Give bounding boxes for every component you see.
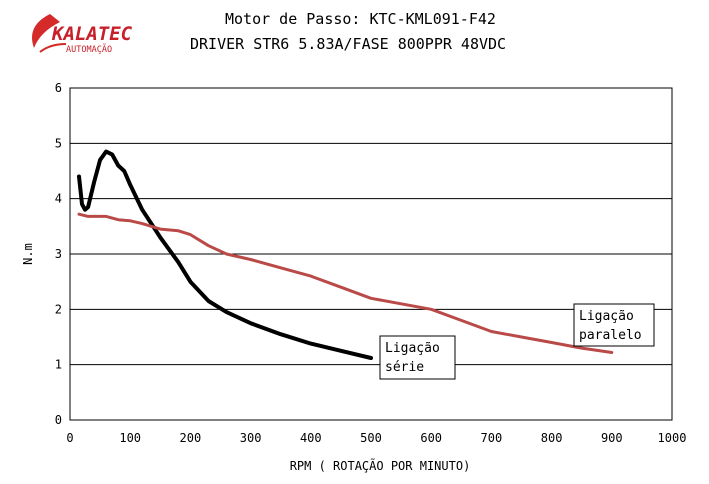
y-tick-label: 2 xyxy=(55,302,62,316)
series-line-serie xyxy=(77,149,373,360)
series-label-text: Ligação xyxy=(385,341,440,356)
grid-lines xyxy=(70,142,672,366)
x-tick-label: 1000 xyxy=(658,431,687,445)
x-tick-labels: 0 100 200 300 400 500 600 700 800 900 1000 xyxy=(66,431,686,445)
y-tick-label: 6 xyxy=(55,81,62,95)
x-tick-label: 300 xyxy=(240,431,262,445)
series-labels: Ligação série Ligação paralelo xyxy=(379,303,655,380)
x-tick-label: 100 xyxy=(119,431,141,445)
label-box-frame xyxy=(379,335,456,380)
x-tick-label: 400 xyxy=(300,431,322,445)
series-line-paralelo xyxy=(77,212,614,354)
series-label-text: série xyxy=(385,360,424,375)
x-tick-label: 500 xyxy=(360,431,382,445)
y-tick-label: 3 xyxy=(55,247,62,261)
series-label-text: paralelo xyxy=(579,328,642,343)
x-axis-label: RPM ( ROTAÇÃO POR MINUTO) xyxy=(290,458,471,473)
series-label-box: Ligação série xyxy=(379,335,456,380)
y-tick-label: 4 xyxy=(55,192,62,206)
x-tick-label: 800 xyxy=(541,431,563,445)
y-tick-label: 1 xyxy=(55,358,62,372)
y-tick-label: 0 xyxy=(55,413,62,427)
company-logo: KALATEC AUTOMAÇÃO xyxy=(20,8,150,56)
chart-title: Motor de Passo: KTC-KML091-F42 xyxy=(225,10,496,28)
plot-frame xyxy=(69,87,673,421)
series-label-box: Ligação paralelo xyxy=(573,303,655,347)
logo-graphic: KALATEC AUTOMAÇÃO xyxy=(32,14,133,55)
series-label-text: Ligação xyxy=(579,309,634,324)
x-tick-label: 0 xyxy=(66,431,73,445)
logo-name: KALATEC xyxy=(51,23,133,45)
label-box-frame xyxy=(573,303,655,347)
logo-underline-icon xyxy=(39,43,67,53)
x-tick-label: 700 xyxy=(481,431,503,445)
chart-subtitle: DRIVER STR6 5.83A/FASE 800PPR 48VDC xyxy=(190,35,507,53)
x-tick-label: 600 xyxy=(420,431,442,445)
logo-tagline: AUTOMAÇÃO xyxy=(66,44,112,55)
logo-swoosh-icon xyxy=(32,14,60,48)
y-tick-labels: 0 1 2 3 4 5 6 xyxy=(55,81,62,427)
y-axis-label: N.m xyxy=(21,243,35,265)
y-tick-label: 5 xyxy=(55,136,62,150)
x-tick-label: 200 xyxy=(180,431,202,445)
series-lines xyxy=(77,149,614,360)
x-tick-label: 900 xyxy=(601,431,623,445)
